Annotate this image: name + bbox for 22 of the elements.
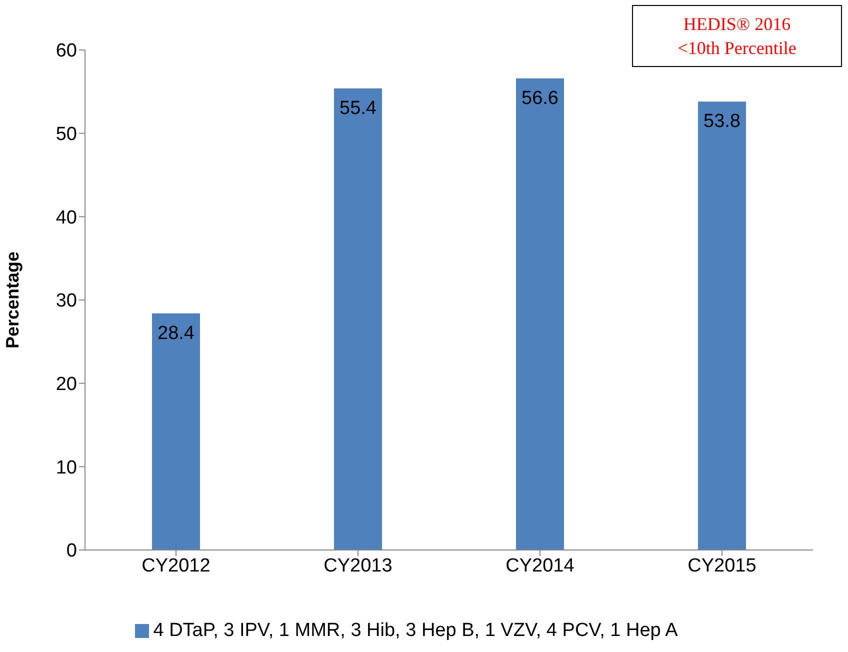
data-label: 56.6 — [522, 88, 558, 109]
y-tick-label: 20 — [56, 374, 77, 396]
x-tick-label: CY2012 — [142, 555, 210, 576]
y-tick-label: 30 — [56, 290, 77, 312]
data-label: 55.4 — [340, 98, 377, 119]
x-tick-label: CY2015 — [688, 555, 756, 576]
data-label: 53.8 — [704, 111, 740, 132]
y-tick-label: 10 — [56, 457, 77, 478]
bar — [152, 313, 200, 550]
bar — [516, 78, 564, 550]
text-box: HEDIS® 2016 <10th Percentile — [632, 5, 842, 67]
y-tick-label: 40 — [56, 207, 77, 228]
y-tick-label: 60 — [56, 40, 77, 62]
y-axis-title: Percentage — [2, 251, 22, 349]
bar — [698, 102, 746, 550]
y-tick-label: 50 — [56, 124, 77, 146]
data-label: 28.4 — [158, 322, 195, 344]
bar — [334, 88, 382, 550]
x-tick-label: CY2014 — [506, 555, 575, 576]
x-tick-label: CY2013 — [324, 555, 392, 576]
legend-label: 4 DTaP, 3 IPV, 1 MMR, 3 Hib, 3 Hep B, 1 VZV, 4 PCV, 1 Hep A — [153, 620, 678, 641]
y-tick-label: 0 — [66, 540, 77, 562]
